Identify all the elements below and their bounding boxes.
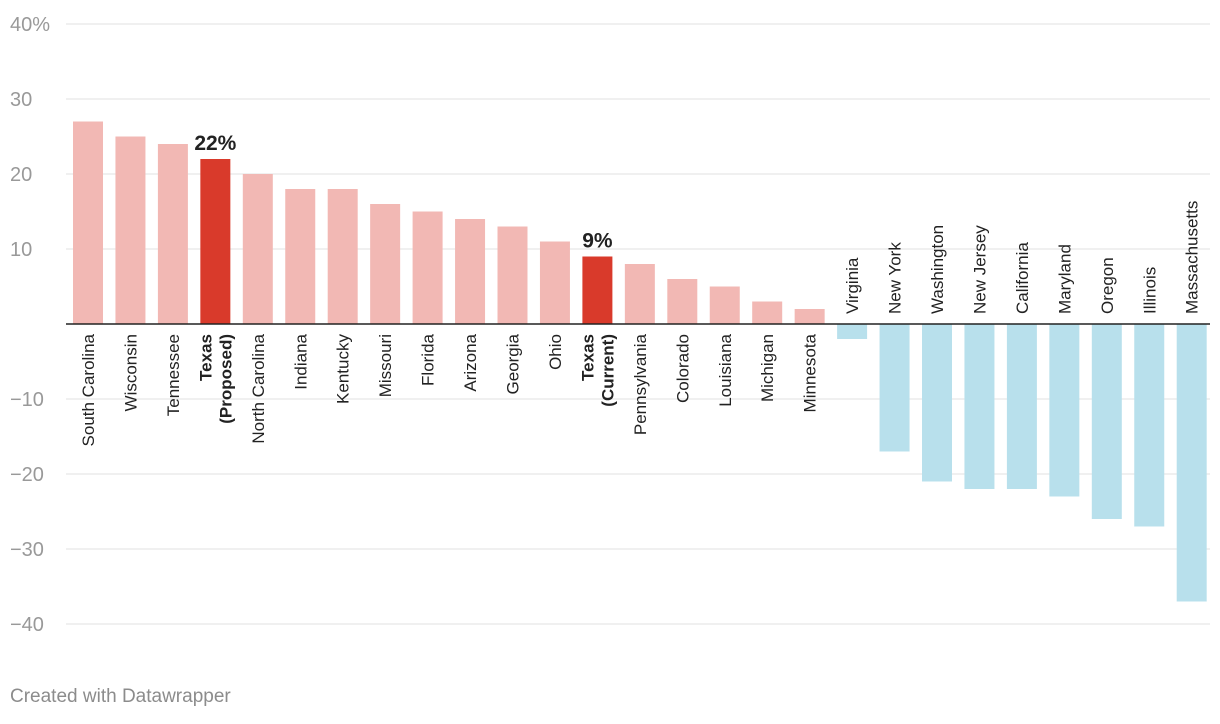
data-labels: 22% 9% xyxy=(194,132,613,253)
y-tick-label: −30 xyxy=(10,539,44,561)
svg-text:(Current): (Current) xyxy=(598,334,617,407)
svg-text:Louisiana: Louisiana xyxy=(716,333,735,406)
svg-text:Indiana: Indiana xyxy=(291,333,310,389)
bar xyxy=(327,189,358,324)
bar xyxy=(200,159,231,324)
svg-text:Florida: Florida xyxy=(419,333,438,386)
svg-text:Arizona: Arizona xyxy=(461,333,480,391)
svg-text:Michigan: Michigan xyxy=(758,334,777,402)
svg-text:Virginia: Virginia xyxy=(843,257,862,314)
svg-text:(Proposed): (Proposed) xyxy=(216,334,235,424)
category-label: New Jersey xyxy=(970,225,989,314)
bar xyxy=(73,121,103,324)
category-label: Indiana xyxy=(291,333,310,389)
bar xyxy=(1091,324,1122,519)
bar xyxy=(370,204,401,324)
svg-text:New York: New York xyxy=(886,242,905,314)
svg-text:South Carolina: South Carolina xyxy=(79,333,98,446)
bar xyxy=(497,226,528,324)
bar xyxy=(624,264,655,324)
svg-text:Colorado: Colorado xyxy=(673,334,692,403)
bar xyxy=(879,324,910,452)
data-label: 22% xyxy=(194,132,236,155)
bar xyxy=(964,324,995,489)
category-label: Missouri xyxy=(376,334,395,397)
y-tick-label: −20 xyxy=(10,464,44,486)
svg-text:Kentucky: Kentucky xyxy=(334,334,353,404)
svg-text:New Jersey: New Jersey xyxy=(970,225,989,314)
category-label: California xyxy=(1013,242,1032,314)
category-label: Oregon xyxy=(1098,257,1117,314)
y-tick-label: 10 xyxy=(10,239,32,261)
bar xyxy=(922,324,952,482)
svg-text:Massachusetts: Massachusetts xyxy=(1183,201,1202,314)
category-label: Minnesota xyxy=(801,333,820,412)
category-label: New York xyxy=(886,242,905,314)
y-tick-label: 20 xyxy=(10,164,32,186)
category-labels: South Carolina Wisconsin Tennessee Texas (Pr… xyxy=(79,201,1202,447)
bar xyxy=(539,241,570,324)
svg-text:Maryland: Maryland xyxy=(1055,244,1074,314)
svg-text:California: California xyxy=(1013,242,1032,314)
category-label: Louisiana xyxy=(716,333,735,406)
bar xyxy=(752,301,783,324)
svg-text:Pennsylvania: Pennsylvania xyxy=(631,333,650,435)
svg-text:Minnesota: Minnesota xyxy=(801,333,820,412)
svg-text:Texas: Texas xyxy=(196,334,215,381)
bar xyxy=(412,211,443,324)
category-label: Tennessee xyxy=(164,334,183,416)
svg-text:Illinois: Illinois xyxy=(1140,267,1159,314)
bar xyxy=(115,136,146,324)
category-label: Arizona xyxy=(461,333,480,391)
bar xyxy=(1006,324,1037,489)
y-tick-label: 30 xyxy=(10,89,32,111)
bar xyxy=(1176,324,1207,602)
y-tick-label: −10 xyxy=(10,389,44,411)
bar xyxy=(582,256,613,324)
category-label: Wisconsin xyxy=(121,334,140,411)
svg-text:Wisconsin: Wisconsin xyxy=(121,334,140,411)
category-label: Massachusetts xyxy=(1183,201,1202,314)
svg-text:Washington: Washington xyxy=(928,225,947,314)
category-label: Florida xyxy=(419,333,438,386)
bar xyxy=(1134,324,1165,527)
category-label: Virginia xyxy=(843,257,862,314)
category-label: Kentucky xyxy=(334,334,353,404)
category-label: Illinois xyxy=(1140,267,1159,314)
svg-text:Tennessee: Tennessee xyxy=(164,334,183,416)
bar xyxy=(837,324,868,339)
category-label: Pennsylvania xyxy=(631,333,650,435)
svg-text:Ohio: Ohio xyxy=(546,334,565,370)
bar xyxy=(667,279,698,324)
svg-text:Georgia: Georgia xyxy=(504,333,523,394)
category-label: Colorado xyxy=(673,334,692,403)
svg-text:Oregon: Oregon xyxy=(1098,257,1117,314)
bar xyxy=(285,189,316,324)
bar xyxy=(794,309,825,324)
svg-text:Missouri: Missouri xyxy=(376,334,395,397)
category-label: Texas (Current) xyxy=(578,334,617,407)
svg-text:Texas: Texas xyxy=(578,334,597,381)
bar xyxy=(1049,324,1080,497)
category-label: Texas (Proposed) xyxy=(196,334,235,424)
data-label: 9% xyxy=(582,230,613,253)
category-label: North Carolina xyxy=(249,333,268,443)
y-tick-label: −40 xyxy=(10,614,44,636)
y-axis-ticks: 40% 30 20 10 −10 −20 −30 −40 xyxy=(10,14,50,636)
category-label: Georgia xyxy=(504,333,523,394)
category-label: Ohio xyxy=(546,334,565,370)
category-label: South Carolina xyxy=(79,333,98,446)
svg-text:North Carolina: North Carolina xyxy=(249,333,268,443)
bars xyxy=(73,121,1207,602)
y-tick-label: 40% xyxy=(10,14,50,36)
category-label: Michigan xyxy=(758,334,777,402)
bar xyxy=(157,144,188,324)
bar xyxy=(242,174,273,324)
category-label: Maryland xyxy=(1055,244,1074,314)
bar xyxy=(455,219,486,324)
credit-text: Created with Datawrapper xyxy=(10,686,231,707)
category-label: Washington xyxy=(928,225,947,314)
bar xyxy=(709,286,740,324)
